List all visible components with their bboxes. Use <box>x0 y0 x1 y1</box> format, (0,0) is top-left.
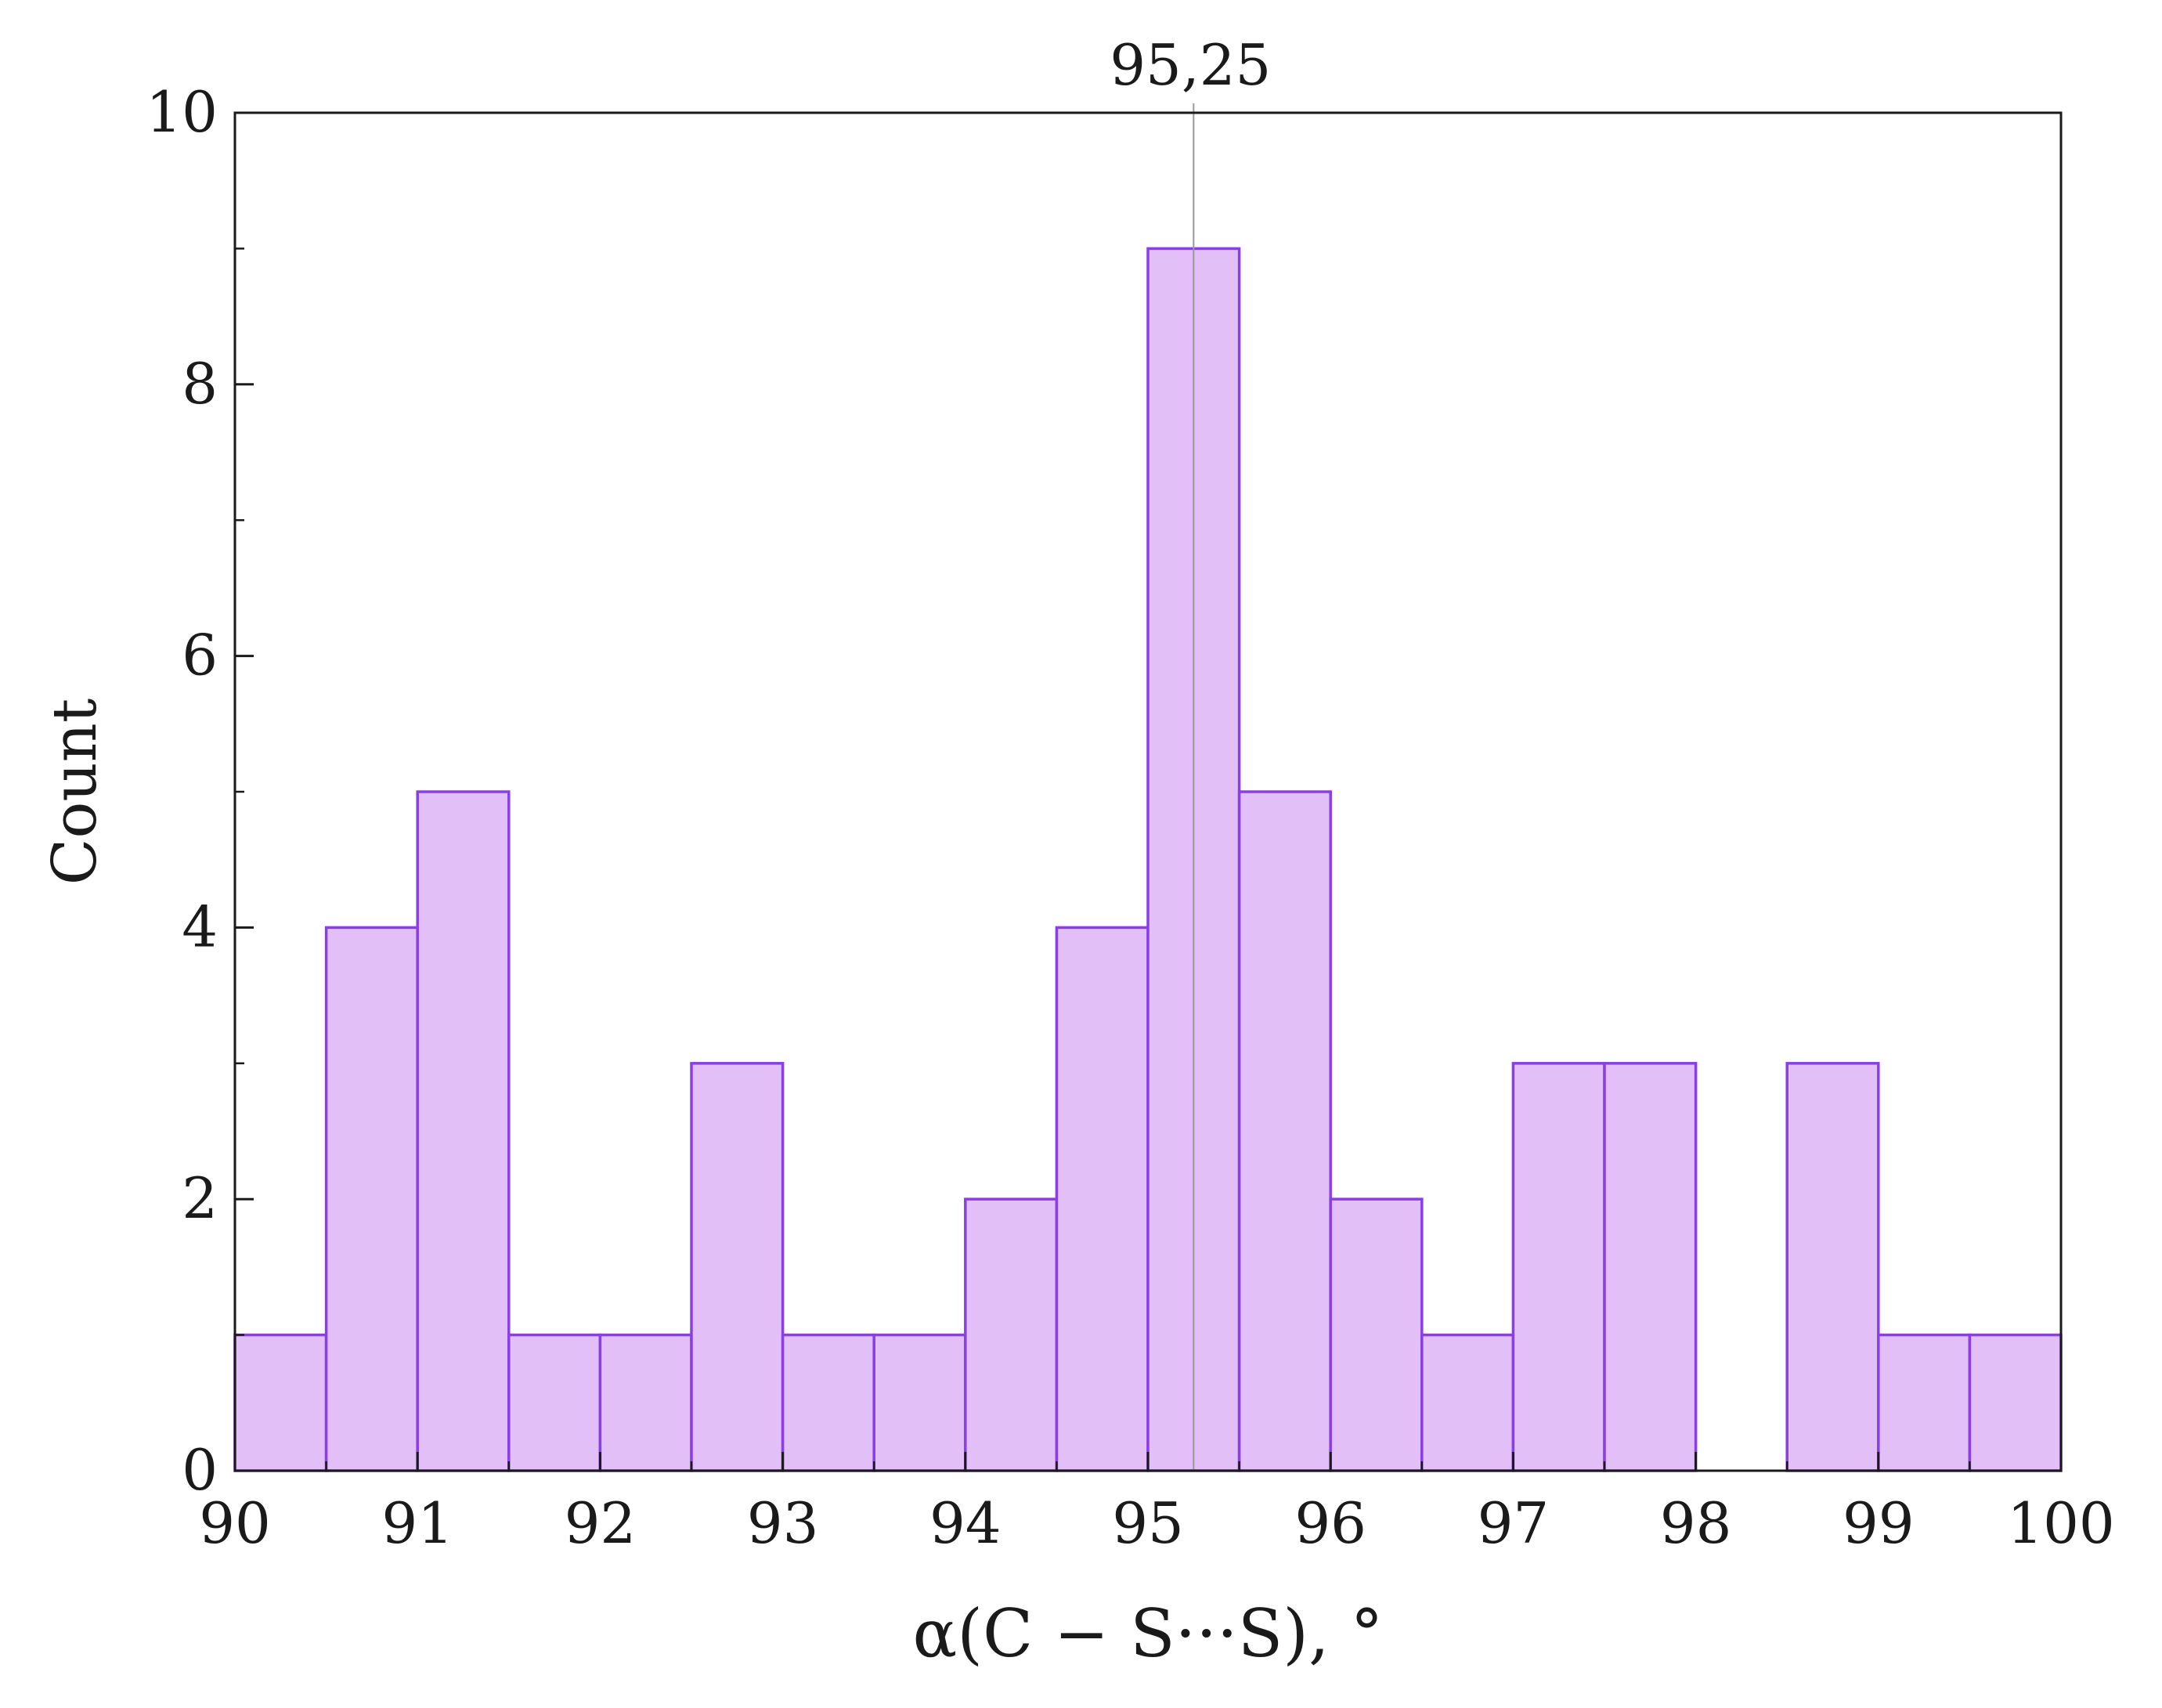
histogram-bar <box>416 790 511 1472</box>
x-tick-label: 98 <box>1660 1490 1732 1556</box>
histogram-bar <box>233 1333 328 1472</box>
histogram-bar <box>1968 1333 2063 1472</box>
y-tick-label: 0 <box>182 1437 218 1503</box>
histogram-bar <box>1055 926 1150 1472</box>
x-tick-label: 91 <box>381 1490 453 1556</box>
x-tick-label: 95 <box>1112 1490 1184 1556</box>
histogram-bar <box>1237 790 1332 1472</box>
histogram-bar <box>507 1333 602 1472</box>
x-tick-label: 100 <box>2007 1490 2114 1556</box>
histogram-bar <box>781 1333 875 1472</box>
y-tick-labels: 0 2 4 6 8 10 <box>146 79 218 1503</box>
histogram-bar <box>1603 1062 1698 1472</box>
y-tick-label: 10 <box>146 79 218 145</box>
ticks-layer <box>233 111 2063 1472</box>
x-tick-label: 90 <box>199 1490 271 1556</box>
histogram-bar <box>690 1062 785 1472</box>
x-axis-title: α(C − S···S), ° <box>913 1595 1384 1672</box>
x-tick-label: 97 <box>1478 1490 1550 1556</box>
x-tick-label: 96 <box>1294 1490 1366 1556</box>
y-tick-label: 8 <box>182 351 218 417</box>
histogram-bar <box>1785 1062 1880 1472</box>
x-tick-label: 99 <box>1843 1490 1915 1556</box>
histogram-bar <box>1329 1197 1424 1472</box>
x-tick-label: 94 <box>929 1490 1002 1556</box>
histogram-bar <box>598 1333 693 1472</box>
y-tick-label: 4 <box>182 894 218 959</box>
x-tick-label: 93 <box>747 1490 819 1556</box>
histogram-bar <box>1877 1333 1972 1472</box>
marker-label: 95,25 <box>1110 32 1271 98</box>
bars-layer <box>233 247 2063 1472</box>
y-tick-label: 2 <box>182 1165 218 1231</box>
histogram-bar <box>872 1333 967 1472</box>
x-tick-labels: 90 91 92 93 94 95 96 97 98 99 100 <box>199 1490 2115 1556</box>
y-tick-label: 6 <box>182 623 218 688</box>
histogram-bar <box>1511 1062 1606 1472</box>
y-axis-title: Count <box>40 699 110 885</box>
histogram-bar <box>1420 1333 1515 1472</box>
x-tick-label: 92 <box>565 1490 637 1556</box>
histogram-bar <box>324 926 419 1472</box>
histogram-bar <box>964 1197 1059 1472</box>
